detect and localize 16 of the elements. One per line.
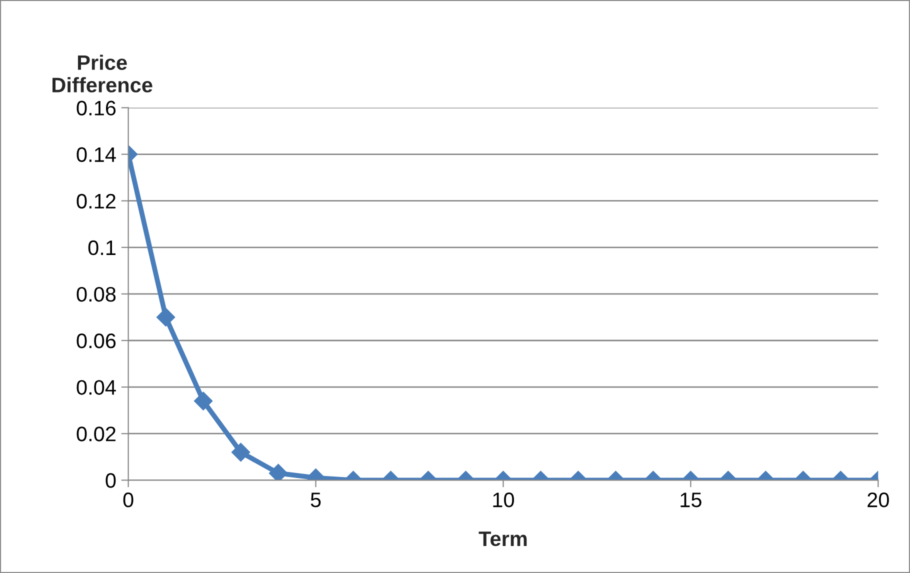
y-tick-label: 0.1	[88, 240, 116, 256]
y-tick-label: 0.04	[76, 380, 116, 395]
x-tick-label: 5	[310, 492, 321, 508]
y-tick-label: 0.12	[76, 194, 116, 209]
y-tick-label: 0.06	[76, 334, 116, 348]
y-tick-label: 0	[106, 473, 116, 488]
y-tick-label: 0.16	[76, 100, 116, 116]
x-tick-label: 10	[493, 492, 514, 508]
y-axis-title: Price Difference	[52, 54, 152, 92]
x-axis-title: Term	[478, 532, 527, 546]
y-tick-label: 0.14	[76, 147, 116, 162]
y-tick-label: 0.02	[76, 426, 116, 442]
x-tick-label: 0	[123, 492, 134, 508]
x-tick-label: 20	[868, 492, 889, 508]
x-tick-label: 15	[680, 492, 702, 508]
y-tick-label: 0.08	[76, 286, 116, 302]
